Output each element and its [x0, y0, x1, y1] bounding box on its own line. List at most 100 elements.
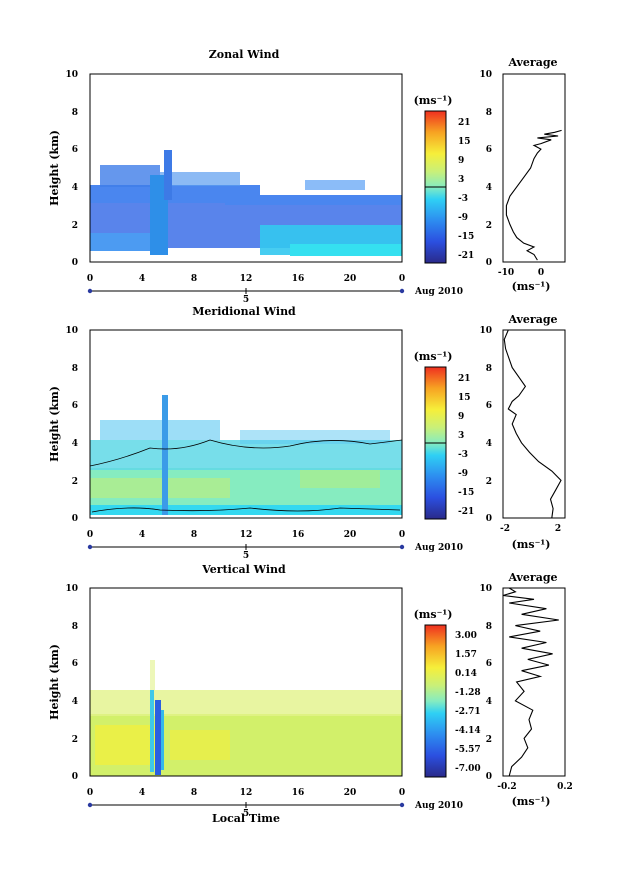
field-band	[90, 233, 150, 251]
average-title: Average	[507, 56, 557, 69]
average-y-tick-label: 2	[486, 221, 492, 231]
y-tick-label: 4	[72, 439, 78, 449]
y-tick-label: 8	[72, 108, 78, 118]
average-y-tick-label: 2	[486, 477, 492, 487]
x-axis: 0 4 8 12 16 20 0	[87, 788, 405, 798]
colorbar-tick-label: 3.00	[455, 631, 477, 641]
colorbar-tick-label: 21	[458, 118, 471, 128]
date-axis: 5 Aug 2010	[87, 801, 463, 819]
date-tick-label: 5	[243, 551, 249, 561]
y-tick-label: 8	[72, 364, 78, 374]
plot-frame	[89, 587, 403, 777]
field-band	[170, 730, 230, 760]
colorbar-tick-label: -1.28	[455, 688, 481, 698]
date-label: Aug 2010	[414, 287, 463, 297]
x-tick-label: 8	[191, 530, 197, 540]
field-band	[90, 690, 402, 716]
average-y-tick-label: 10	[479, 326, 492, 336]
y-tick-label: 4	[72, 183, 78, 193]
average-y-tick-label: 2	[486, 735, 492, 745]
colorbar: (ms⁻¹) 3.00 1.57 0.14 -1.28 -2.71 -4.14 …	[414, 608, 481, 778]
average-x-label: (ms⁻¹)	[512, 795, 551, 808]
x-tick-label: 16	[292, 274, 305, 284]
x-tick-label: 20	[344, 530, 357, 540]
colorbar-unit: (ms⁻¹)	[414, 350, 453, 363]
x-tick-label: 4	[139, 274, 145, 284]
date-tick-label: 5	[243, 809, 249, 819]
colorbar-gradient	[424, 624, 447, 778]
average-y-tick-label: 0	[486, 258, 492, 268]
zero-contour	[91, 507, 401, 513]
x-tick-label: 12	[240, 788, 253, 798]
plot-frame	[89, 73, 403, 263]
colorbar-unit: (ms⁻¹)	[414, 94, 453, 107]
field-band	[95, 725, 155, 765]
date-label: Aug 2010	[414, 543, 463, 553]
average-x-label: (ms⁻¹)	[512, 538, 551, 551]
colorbar-tick-label: -3	[458, 194, 468, 204]
y-tick-label: 0	[72, 514, 78, 524]
wind-field	[89, 395, 403, 515]
colorbar-tick-label: -21	[458, 507, 474, 517]
x-tick-label: 12	[240, 530, 253, 540]
field-band	[150, 660, 155, 690]
y-axis-label: Height (km)	[48, 386, 61, 462]
field-band	[90, 440, 402, 470]
average-profile	[505, 129, 562, 261]
average-profile	[503, 329, 562, 519]
colorbar: (ms⁻¹) 21 15 9 3 -3 -9 -15 -21	[414, 350, 474, 520]
colorbar-tick-label: -5.57	[455, 745, 481, 755]
colorbar-tick-label: 3	[458, 431, 464, 441]
x-tick-label: 16	[292, 788, 305, 798]
date-axis-end-marker	[399, 288, 405, 294]
colorbar-unit: (ms⁻¹)	[414, 608, 453, 621]
date-axis-end-marker	[399, 802, 405, 808]
colorbar-tick-label: -21	[458, 251, 474, 261]
average-profile	[502, 587, 559, 777]
average-y-tick-label: 4	[486, 439, 492, 449]
average-x-tick-label: 0.2	[557, 782, 573, 792]
y-tick-label: 10	[65, 584, 78, 594]
colorbar-tick-label: -2.71	[455, 707, 481, 717]
y-tick-label: 0	[72, 772, 78, 782]
colorbar-tick-label: -15	[458, 488, 474, 498]
colorbar-tick-label: -15	[458, 232, 474, 242]
y-tick-label: 8	[72, 622, 78, 632]
date-axis-end-marker	[399, 544, 405, 550]
colorbar-tick-label: -9	[458, 213, 468, 223]
plot-frame	[89, 329, 403, 519]
y-tick-label: 0	[72, 258, 78, 268]
x-tick-label: 0	[399, 530, 405, 540]
wind-field	[90, 150, 402, 256]
field-band	[155, 700, 161, 775]
y-axis: 0 2 4 6 8 10 Height (km)	[48, 70, 78, 268]
field-band	[305, 180, 365, 190]
average-y-tick-label: 0	[486, 772, 492, 782]
y-tick-label: 10	[65, 70, 78, 80]
y-tick-label: 2	[72, 221, 78, 231]
field-band	[164, 150, 172, 200]
y-tick-label: 6	[72, 659, 78, 669]
field-band	[290, 244, 402, 256]
y-axis-label: Height (km)	[48, 130, 61, 206]
x-tick-label: 8	[191, 788, 197, 798]
x-tick-label: 4	[139, 530, 145, 540]
average-y-tick-label: 6	[486, 401, 492, 411]
date-axis-start-marker	[87, 544, 93, 550]
x-tick-label: 16	[292, 530, 305, 540]
average-y-tick-label: 6	[486, 145, 492, 155]
average-x-tick-label: 0	[538, 268, 544, 278]
colorbar-tick-label: -4.14	[455, 726, 481, 736]
average-y-tick-label: 8	[486, 364, 492, 374]
field-band	[100, 420, 220, 440]
field-band	[300, 470, 380, 488]
x-tick-label: 0	[399, 274, 405, 284]
panel-title: Vertical Wind	[201, 563, 286, 576]
average-x-tick-label: 2	[555, 524, 561, 534]
average-title: Average	[507, 313, 557, 326]
field-band	[161, 710, 164, 770]
panel-vertical-wind: Vertical Wind 0 4 8 12 16 20 0 5	[48, 563, 573, 825]
panel-zonal-wind: Zonal Wind 0 4 8 12 16 20 0	[48, 48, 566, 305]
y-axis: 0 2 4 6 8 10 Height (km)	[48, 584, 78, 782]
colorbar-tick-label: 9	[458, 412, 464, 422]
